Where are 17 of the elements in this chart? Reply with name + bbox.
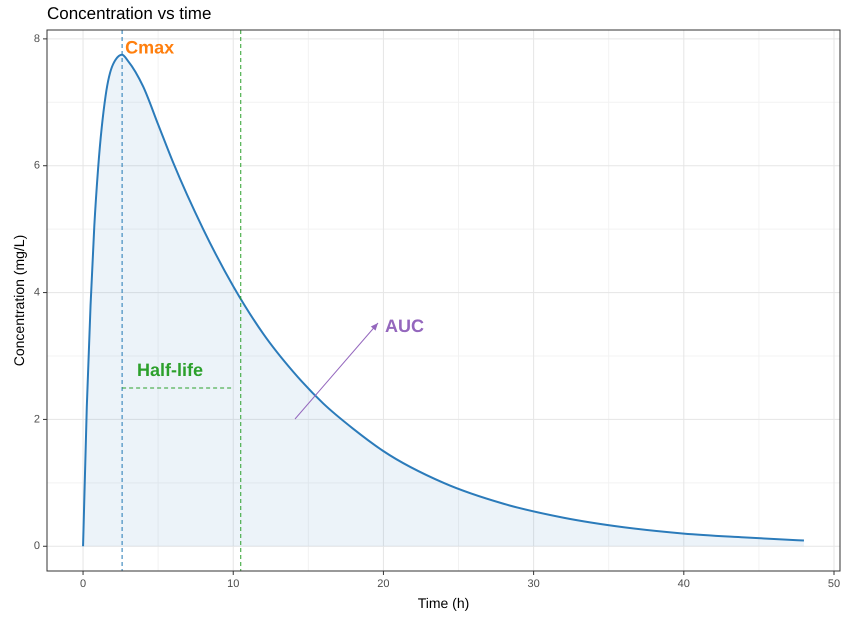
annotation: Cmax <box>125 37 174 58</box>
x-tick-label: 20 <box>377 578 390 590</box>
x-tick-label: 10 <box>227 578 240 590</box>
annotation: Half-life <box>137 360 204 380</box>
y-tick-label: 0 <box>34 540 40 552</box>
y-tick-label: 2 <box>34 413 40 426</box>
x-tick-label: 40 <box>678 578 690 590</box>
x-axis-title: Time (h) <box>418 595 470 611</box>
y-tick-label: 4 <box>34 286 40 298</box>
y-tick-label: 8 <box>34 32 40 45</box>
x-tick-label: 0 <box>80 578 86 590</box>
y-tick-label: 6 <box>34 160 40 172</box>
y-axis-title: Concentration (mg/L) <box>11 234 27 366</box>
annotation: AUC <box>385 316 424 336</box>
x-tick-label: 30 <box>527 578 540 590</box>
x-tick-label: 50 <box>828 578 840 590</box>
chart-title: Concentration vs time <box>47 4 212 23</box>
